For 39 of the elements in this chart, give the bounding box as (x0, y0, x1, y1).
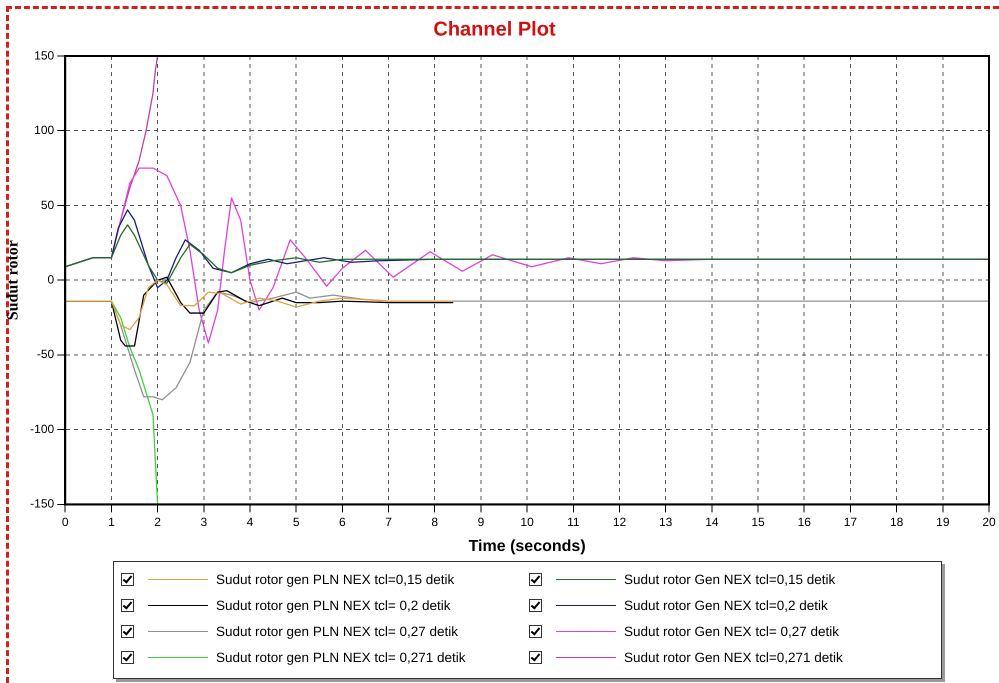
x-tick-label: 11 (567, 514, 580, 529)
legend-label: Sudut rotor Gen NEX tcl=0,2 detik (624, 598, 828, 612)
x-axis-title: Time (seconds) (468, 538, 586, 555)
legend-label: Sudut rotor gen PLN NEX tcl=0,15 detik (216, 572, 454, 586)
x-tick-label: 2 (154, 514, 162, 529)
legend-label: Sudut rotor Gen NEX tcl= 0,27 detik (624, 624, 839, 638)
x-tick-label: 12 (612, 514, 626, 529)
y-tick-label: -100 (30, 422, 55, 436)
x-tick-label: 20 (982, 514, 996, 529)
x-tick-label: 18 (890, 514, 904, 529)
y-tick-label: 100 (34, 123, 55, 138)
x-tick-label: 3 (200, 514, 208, 529)
y-tick-label: 50 (40, 198, 55, 212)
x-tick-label: 7 (385, 514, 392, 529)
y-tick-label: 150 (34, 48, 55, 62)
x-tick-label: 4 (246, 514, 254, 529)
legend-label: Sudut rotor gen PLN NEX tcl= 0,271 detik (216, 650, 466, 664)
y-tick-label: 0 (48, 272, 55, 287)
legend-label: Sudut rotor Gen NEX tcl=0,271 detik (624, 650, 843, 664)
x-tick-label: 16 (798, 514, 812, 529)
x-tick-label: 17 (844, 514, 858, 529)
y-tick-label: -50 (36, 347, 55, 362)
x-tick-label: 10 (520, 514, 534, 529)
x-tick-label: 8 (431, 514, 438, 529)
x-tick-label: 0 (62, 514, 69, 529)
x-tick-label: 6 (339, 514, 346, 529)
chart-title: Channel Plot (433, 18, 556, 41)
x-tick-label: 9 (478, 514, 485, 529)
x-tick-label: 19 (936, 514, 950, 529)
x-tick-label: 1 (108, 514, 116, 529)
y-axis-title: Sudut rotor (4, 240, 22, 320)
legend-label: Sudut rotor gen PLN NEX tcl= 0,27 detik (216, 624, 458, 638)
x-tick-label: 15 (751, 514, 766, 529)
x-tick-label: 13 (658, 514, 673, 529)
y-tick-label: -150 (30, 496, 55, 511)
legend-label: Sudut rotor Gen NEX tcl=0,15 detik (624, 572, 836, 586)
x-tick-label: 5 (292, 514, 300, 529)
legend-label: Sudut rotor gen PLN NEX tcl= 0,2 detik (216, 598, 451, 612)
x-tick-label: 14 (705, 514, 719, 529)
